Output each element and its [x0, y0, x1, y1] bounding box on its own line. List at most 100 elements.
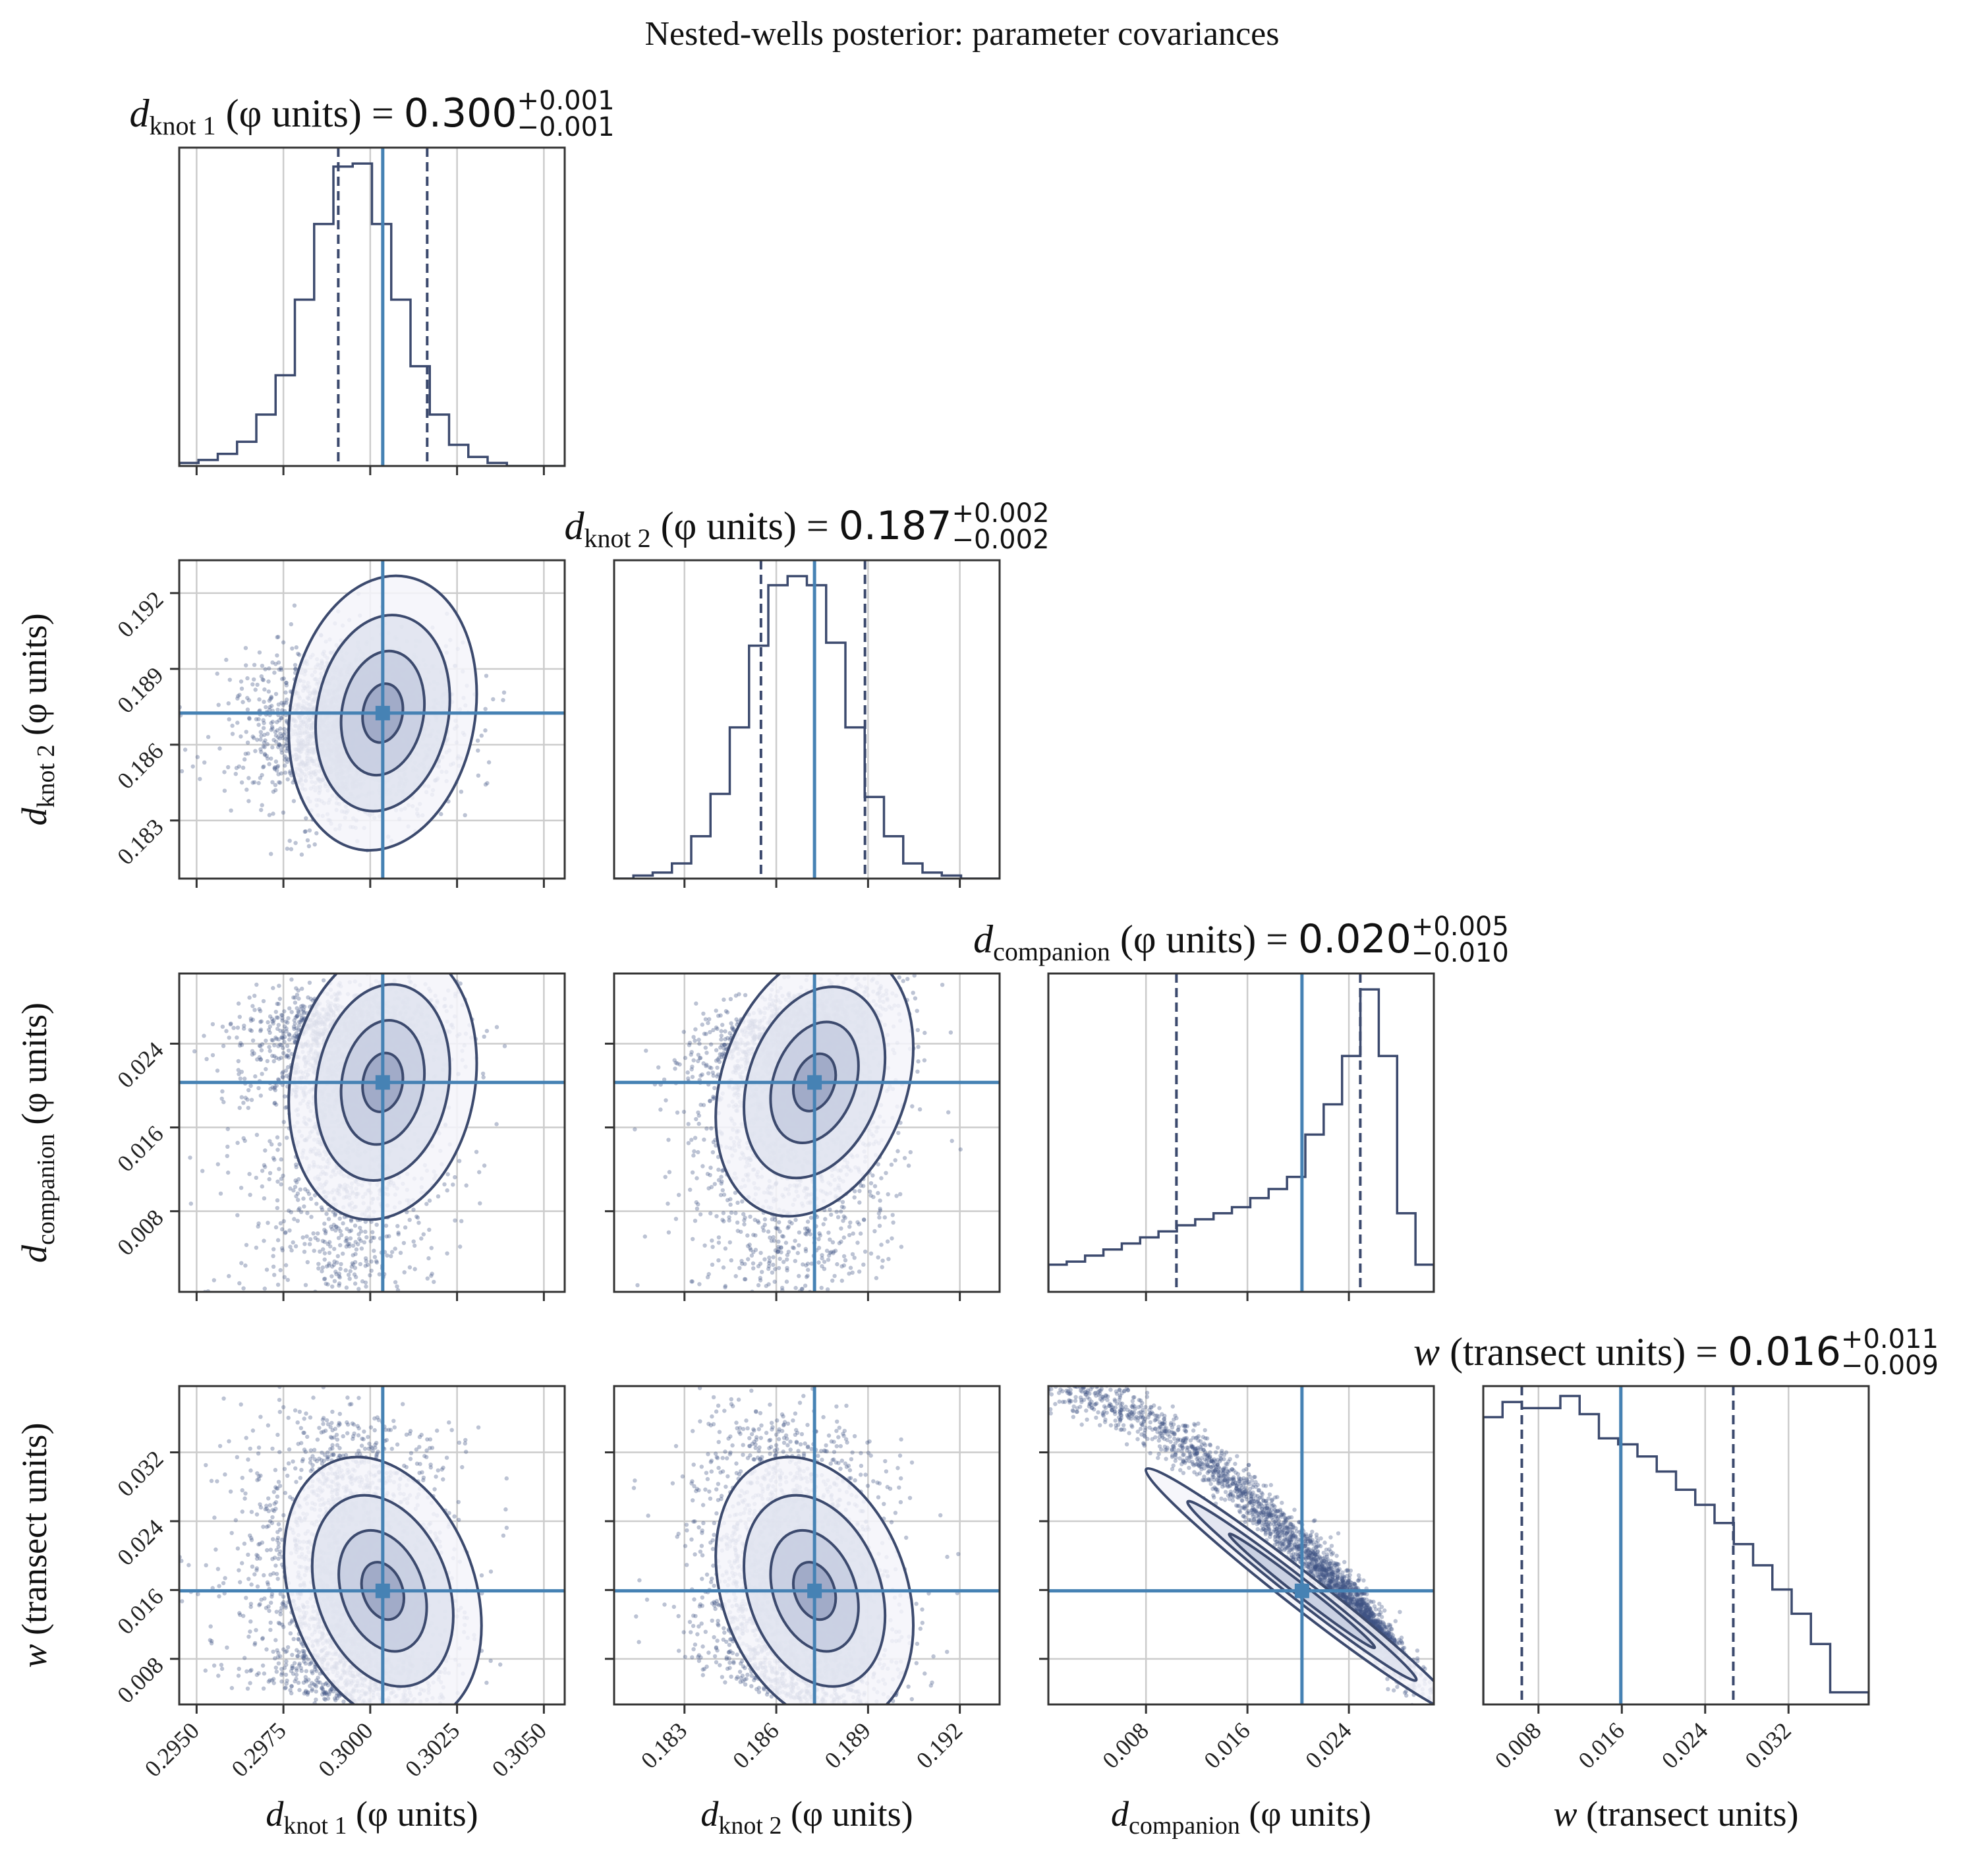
scatter-point: [302, 1250, 307, 1254]
scatter-point: [281, 1070, 285, 1074]
scatter-point: [275, 765, 280, 770]
scatter-point: [265, 756, 270, 761]
scatter-point: [283, 1230, 288, 1235]
scatter-point: [401, 1240, 407, 1246]
scatter-point: [268, 697, 273, 701]
scatter-point: [284, 697, 289, 702]
scatter-point: [245, 740, 250, 745]
scatter-point: [206, 735, 211, 740]
scatter-point: [425, 1276, 430, 1281]
scatter-point: [293, 1244, 298, 1249]
scatter-point: [324, 1229, 328, 1234]
scatter-point: [237, 1014, 242, 1020]
scatter-point: [249, 1028, 254, 1033]
scatter-point: [427, 1198, 432, 1203]
scatter-point: [272, 767, 277, 772]
scatter-point: [221, 1043, 226, 1049]
scatter-point: [263, 738, 268, 743]
scatter-point: [204, 1057, 209, 1062]
scatter-point: [273, 733, 279, 738]
scatter-point: [281, 810, 286, 815]
scatter-point: [255, 682, 260, 687]
scatter-point: [235, 1035, 239, 1040]
scatter-point: [243, 751, 248, 756]
scatter-point: [269, 695, 274, 701]
scatter-point: [296, 1028, 301, 1032]
scatter-point: [322, 1257, 327, 1262]
scatter-point: [254, 1245, 259, 1250]
scatter-point: [305, 1189, 310, 1194]
scatter-point: [275, 1179, 280, 1184]
scatter-point: [262, 753, 268, 757]
scatter-point: [237, 1072, 241, 1076]
scatter-point: [412, 1267, 417, 1271]
scatter-point: [265, 741, 270, 747]
title-symbol: d: [129, 92, 150, 135]
scatter-point: [276, 1002, 281, 1006]
scatter-point: [284, 1029, 289, 1033]
scatter-point: [239, 686, 244, 691]
scatter-point: [264, 1038, 268, 1043]
scatter-point: [312, 842, 317, 847]
scatter-point: [215, 671, 219, 676]
scatter-point: [370, 1235, 375, 1240]
scatter-point: [247, 716, 252, 721]
scatter-point: [372, 1248, 376, 1253]
scatter-point: [389, 1250, 395, 1254]
scatter-point: [427, 1227, 432, 1233]
scatter-point: [274, 768, 279, 773]
scatter-point: [261, 765, 266, 770]
scatter-point: [256, 780, 261, 786]
scatter-point: [279, 1043, 284, 1047]
scatter-point: [283, 680, 289, 685]
scatter-point: [337, 1281, 342, 1286]
scatter-point: [329, 1227, 335, 1231]
scatter-point: [261, 744, 266, 749]
scatter-point: [333, 1211, 338, 1217]
scatter-point: [265, 732, 270, 736]
scatter-point: [369, 1268, 374, 1273]
scatter-point: [475, 738, 480, 743]
scatter-point: [482, 1034, 486, 1039]
scatter-point: [250, 1052, 255, 1057]
title-value: 0.187: [839, 503, 952, 549]
scatter-point: [252, 1008, 257, 1012]
scatter-point: [273, 765, 277, 770]
scatter-point: [363, 1229, 368, 1235]
scatter-point: [246, 1105, 250, 1111]
scatter-point: [229, 808, 233, 813]
scatter-point: [262, 732, 267, 738]
scatter-point: [258, 1028, 264, 1032]
scatter-point: [215, 1068, 220, 1073]
scatter-point: [363, 1264, 368, 1268]
scatter-point: [262, 740, 266, 745]
scatter-point: [295, 993, 300, 997]
scatter-point: [275, 1148, 280, 1152]
scatter-point: [272, 1086, 277, 1091]
scatter-point: [246, 698, 252, 703]
scatter-point: [307, 1242, 312, 1246]
scatter-point: [299, 1016, 304, 1021]
scatter-point: [284, 701, 289, 705]
scatter-point: [262, 745, 267, 749]
scatter-point: [344, 1236, 349, 1240]
scatter-point: [270, 1037, 274, 1043]
scatter-point: [293, 1021, 297, 1026]
scatter-point: [222, 788, 227, 793]
title-value: 0.300: [404, 90, 517, 136]
scatter-point: [258, 708, 262, 713]
scatter-point: [464, 1183, 469, 1188]
scatter-point: [322, 1240, 327, 1244]
scatter-point: [277, 1142, 282, 1147]
scatter-point: [271, 1254, 275, 1258]
panel-frame: [178, 559, 566, 880]
scatter-point: [306, 844, 312, 849]
scatter-point: [270, 660, 275, 665]
scatter-point: [250, 1049, 255, 1054]
scatter-point: [289, 1051, 294, 1057]
scatter-point: [347, 1277, 352, 1281]
scatter-point: [222, 770, 227, 774]
scatter-point: [363, 1256, 368, 1261]
scatter-point: [297, 996, 301, 1001]
scatter-point: [280, 1013, 285, 1018]
